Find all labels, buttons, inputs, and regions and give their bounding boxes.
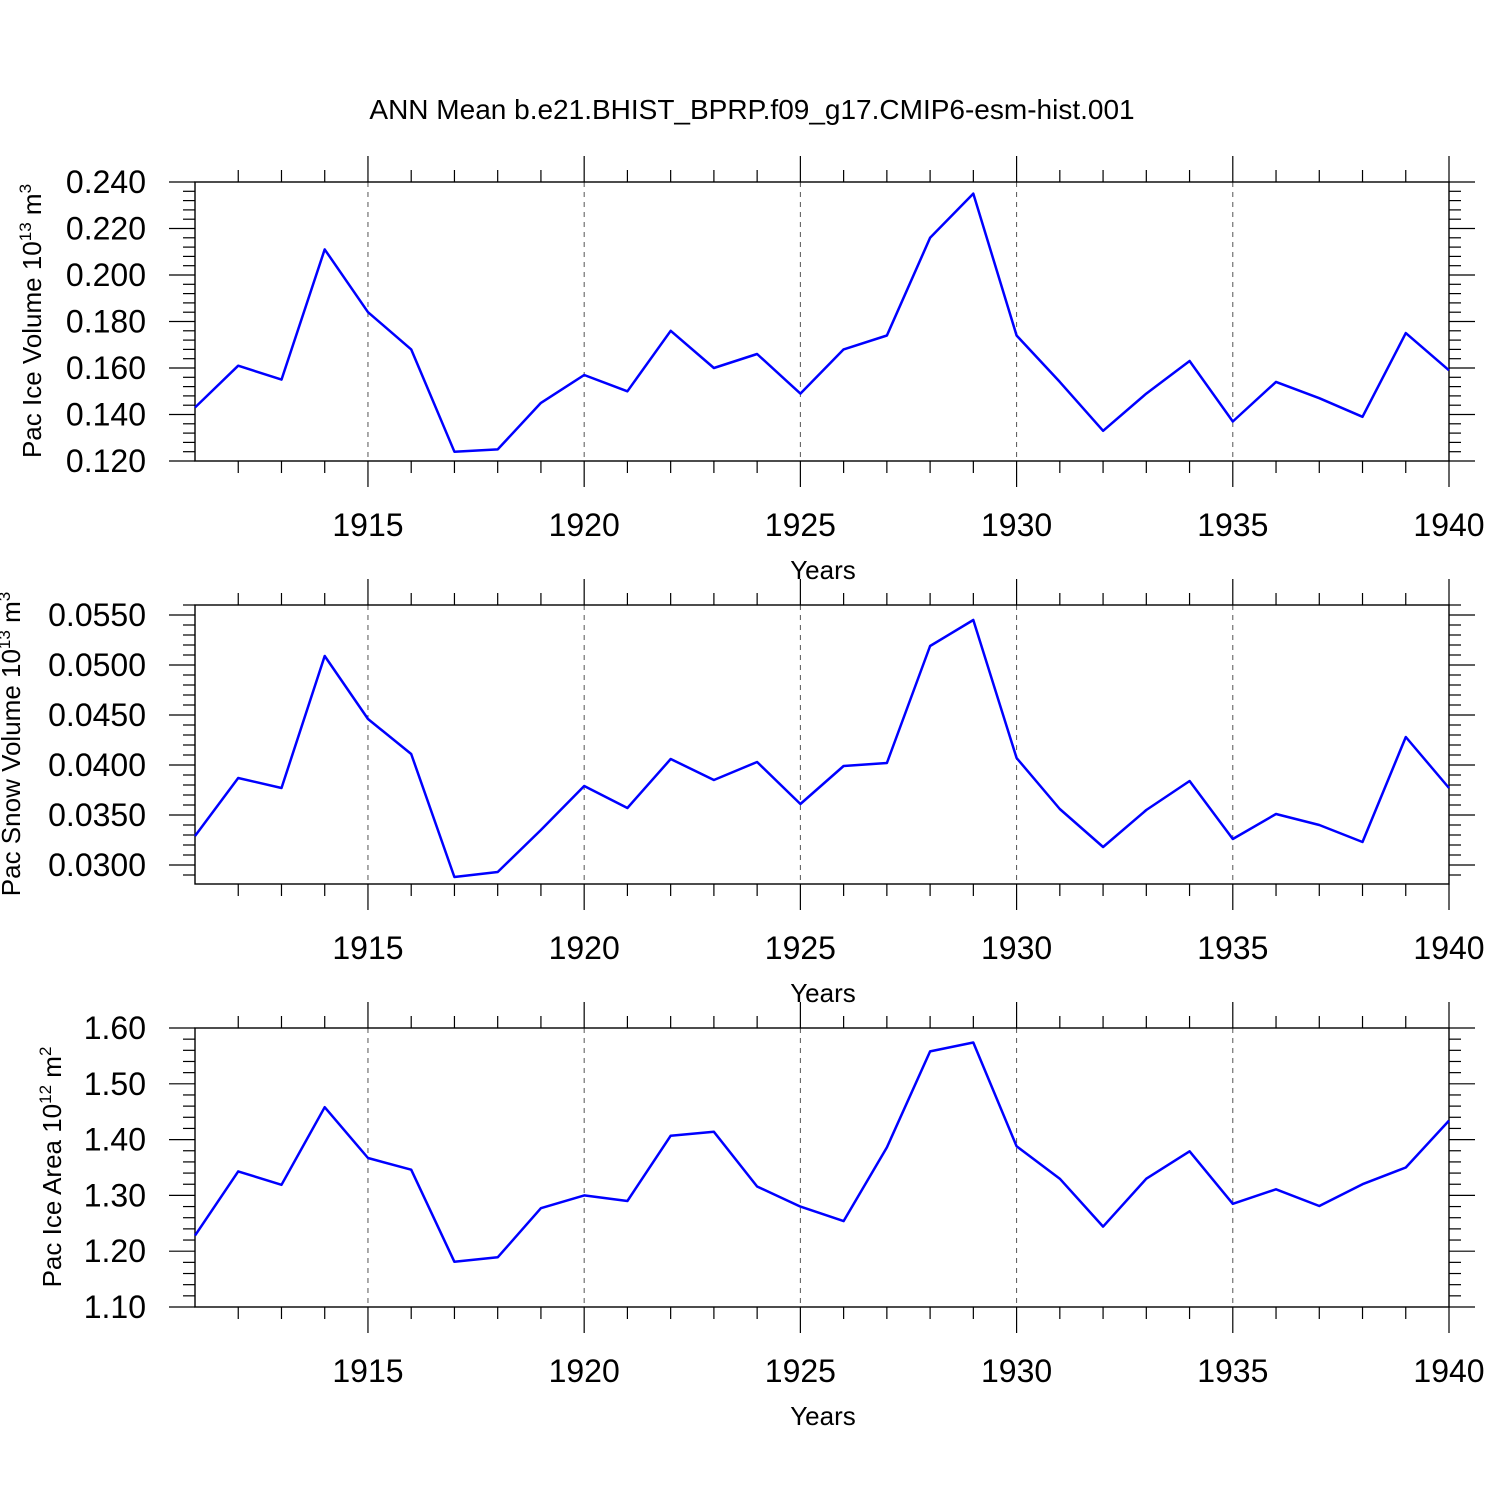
x-tick-label: 1930 — [981, 507, 1052, 543]
y-axis-label: Pac Ice Area 1012 m2 — [36, 1047, 67, 1288]
y-tick-label: 1.50 — [84, 1066, 146, 1102]
x-tick-label: 1915 — [332, 1353, 403, 1389]
y-tick-label: 0.0400 — [48, 747, 146, 783]
plot-frame — [194, 1027, 1450, 1308]
y-tick-label: 0.0300 — [48, 847, 146, 883]
x-tick-label: 1920 — [549, 507, 620, 543]
y-tick-label: 0.220 — [66, 211, 146, 247]
figure-title: ANN Mean b.e21.BHIST_BPRP.f09_g17.CMIP6-… — [369, 94, 1134, 125]
snow-volume-line — [193, 618, 1450, 879]
x-tick-label: 1940 — [1413, 930, 1484, 966]
x-tick-label: 1925 — [765, 1353, 836, 1389]
y-tick-label: 0.0350 — [48, 797, 146, 833]
y-tick-label: 1.10 — [84, 1289, 146, 1325]
x-axis-label: Years — [790, 1401, 856, 1431]
plot-frame — [194, 604, 1450, 885]
x-tick-label: 1925 — [765, 930, 836, 966]
y-axis-label: Pac Ice Volume 1013 m3 — [16, 184, 47, 458]
y-tick-label: 1.60 — [84, 1010, 146, 1046]
x-tick-label: 1915 — [332, 507, 403, 543]
y-tick-label: 0.0450 — [48, 697, 146, 733]
y-tick-label: 0.120 — [66, 443, 146, 479]
panel-snow-volume: 1915 1920 1925 1930 1935 1940 0.0300 0.0350 0.04… — [0, 579, 1485, 1008]
y-tick-label: 0.140 — [66, 397, 146, 433]
y-tick-label: 0.240 — [66, 164, 146, 200]
x-tick-label: 1935 — [1197, 507, 1268, 543]
x-tick-label: 1930 — [981, 930, 1052, 966]
y-tick-label: 1.30 — [84, 1177, 146, 1213]
ice-area-line — [193, 1041, 1450, 1264]
x-axis-label: Years — [790, 555, 856, 585]
x-axis-label: Years — [790, 978, 856, 1008]
ice-volume-line — [194, 192, 1450, 453]
x-tick-label: 1915 — [332, 930, 403, 966]
plot-frame — [194, 181, 1450, 462]
y-tick-label: 0.180 — [66, 304, 146, 340]
y-tick-label: 0.200 — [66, 257, 146, 293]
x-tick-label: 1940 — [1413, 507, 1484, 543]
x-tick-label: 1935 — [1197, 1353, 1268, 1389]
x-tick-label: 1925 — [765, 507, 836, 543]
y-tick-label: 1.40 — [84, 1122, 146, 1158]
y-tick-label: 0.0550 — [48, 597, 146, 633]
panel-ice-area: 1915 1920 1925 1930 1935 1940 1.10 1.20 1.30 1.40… — [36, 1002, 1485, 1431]
x-tick-label: 1935 — [1197, 930, 1268, 966]
y-tick-label: 0.160 — [66, 350, 146, 386]
panel-ice-volume: 1915 1920 1925 1930 1935 1940 0.120 0.140 0.160 0… — [16, 156, 1485, 585]
x-tick-label: 1940 — [1413, 1353, 1484, 1389]
y-tick-label: 0.0500 — [48, 647, 146, 683]
y-axis-label: Pac Snow Volume 1013 m3 — [0, 592, 26, 896]
y-tick-label: 1.20 — [84, 1233, 146, 1269]
x-tick-label: 1920 — [549, 930, 620, 966]
x-tick-label: 1930 — [981, 1353, 1052, 1389]
x-tick-label: 1920 — [549, 1353, 620, 1389]
